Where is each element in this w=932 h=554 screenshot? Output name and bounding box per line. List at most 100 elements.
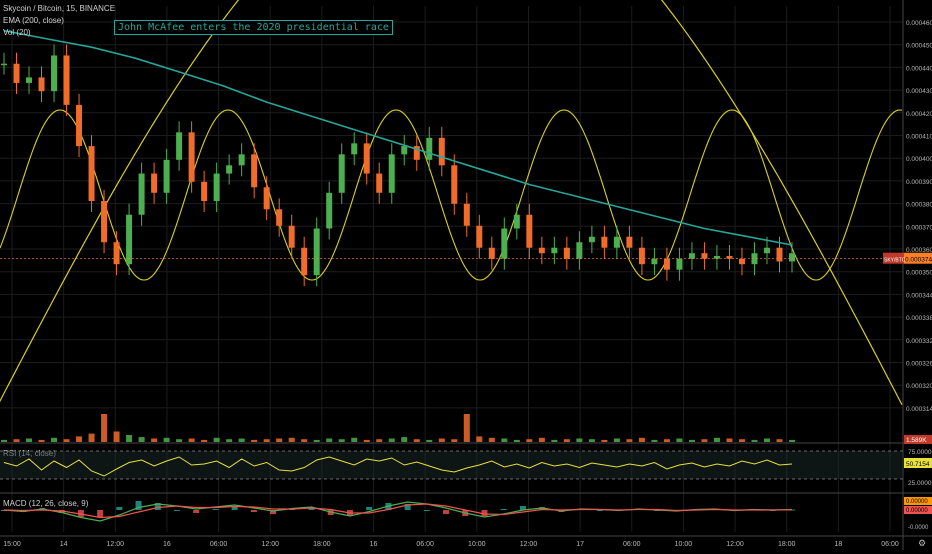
candle-body[interactable]: [238, 154, 245, 166]
candle-body[interactable]: [413, 146, 420, 160]
candle-body[interactable]: [38, 77, 45, 92]
candle-body[interactable]: [1, 63, 7, 66]
time-tick-label: 12:00: [107, 541, 125, 548]
candle-body[interactable]: [526, 214, 533, 248]
candle-body[interactable]: [13, 63, 20, 83]
candle-body[interactable]: [463, 203, 470, 226]
candle-body[interactable]: [789, 253, 795, 262]
candle-body[interactable]: [763, 247, 770, 254]
candle-body[interactable]: [288, 225, 295, 248]
candle-body[interactable]: [713, 255, 720, 259]
candle-body[interactable]: [426, 137, 433, 160]
candle-body[interactable]: [126, 214, 133, 265]
candle-body[interactable]: [313, 228, 320, 276]
candle-body[interactable]: [151, 173, 158, 193]
candle-body[interactable]: [276, 209, 283, 226]
candle-body[interactable]: [513, 214, 520, 229]
volume-bar: [613, 438, 620, 442]
candle-body[interactable]: [63, 55, 70, 105]
macd-histogram-bar: [231, 507, 238, 510]
candle-body[interactable]: [263, 187, 270, 210]
candle-body[interactable]: [688, 253, 695, 259]
candle-body[interactable]: [601, 236, 608, 248]
macd-value2-tag: [904, 506, 932, 514]
volume-bar: [751, 439, 758, 442]
candle-body[interactable]: [438, 137, 445, 166]
candle-body[interactable]: [188, 132, 195, 182]
candle-body[interactable]: [201, 181, 208, 202]
time-tick-label: 17: [576, 541, 584, 548]
volume-bar: [551, 439, 558, 442]
macd-value1-tag: [904, 497, 932, 505]
candle-body[interactable]: [701, 253, 708, 259]
volume-bar: [588, 439, 595, 442]
macd-histogram-bar: [173, 510, 180, 511]
candle-body[interactable]: [76, 104, 83, 147]
volume-bar: [213, 437, 220, 442]
candle-body[interactable]: [588, 236, 595, 243]
candle-body[interactable]: [251, 154, 258, 188]
candle-body[interactable]: [51, 55, 58, 92]
ema-200-line[interactable]: [3, 29, 793, 246]
candle-body[interactable]: [26, 77, 33, 83]
candle-body[interactable]: [351, 143, 358, 155]
candle-body[interactable]: [401, 146, 408, 155]
candle-body[interactable]: [663, 258, 670, 270]
candle-body[interactable]: [751, 253, 758, 265]
volume-value-tag: [904, 435, 932, 444]
candle-body[interactable]: [738, 258, 745, 265]
candle-body[interactable]: [376, 173, 383, 193]
candle-body[interactable]: [563, 247, 570, 259]
price-tick-label: 0.000370: [906, 224, 932, 231]
macd-label: MACD (12, 26, close, 9): [3, 499, 89, 508]
candle-body[interactable]: [576, 242, 583, 259]
candle-body[interactable]: [338, 154, 345, 193]
macd-signal-line[interactable]: [3, 503, 793, 519]
macd-histogram-bar: [481, 510, 488, 516]
annotation-note[interactable]: John McAfee enters the 2020 presidential…: [114, 20, 393, 35]
candle-body[interactable]: [138, 173, 145, 215]
volume-bar: [13, 439, 20, 442]
macd-histogram-bar: [423, 510, 430, 511]
rsi-line[interactable]: [3, 456, 793, 477]
price-tick-label: 0.000460: [906, 20, 932, 27]
volume-bar: [63, 439, 70, 442]
ema-indicator-label[interactable]: EMA (200, close): [3, 16, 64, 25]
volume-bar: [576, 438, 583, 442]
gear-icon: ⚙: [918, 538, 926, 548]
candle-body[interactable]: [613, 236, 620, 248]
candle-body[interactable]: [388, 154, 395, 193]
candle-body[interactable]: [638, 247, 645, 265]
candle-body[interactable]: [501, 228, 508, 259]
candle-body[interactable]: [651, 258, 658, 265]
macd-value-2: 0.00000: [906, 508, 928, 514]
candle-body[interactable]: [163, 159, 170, 193]
candle-body[interactable]: [326, 192, 333, 229]
candle-body[interactable]: [451, 165, 458, 204]
candle-body[interactable]: [776, 247, 783, 262]
candle-body[interactable]: [538, 247, 545, 254]
candle-body[interactable]: [226, 165, 233, 174]
candle-body[interactable]: [301, 247, 308, 276]
candle-body[interactable]: [551, 247, 558, 254]
candle-body[interactable]: [726, 255, 733, 259]
time-tick-label: 10:00: [468, 541, 486, 548]
price-tick-label: 0.000338: [906, 315, 932, 322]
candle-body[interactable]: [88, 146, 95, 202]
cycle-wave-small[interactable]: [0, 109, 903, 281]
candle-body[interactable]: [626, 236, 633, 248]
volume-indicator-label[interactable]: Vol (20): [3, 28, 31, 37]
candle-body[interactable]: [363, 143, 370, 174]
candle-body[interactable]: [476, 225, 483, 248]
candle-body[interactable]: [101, 201, 108, 243]
volume-bar: [276, 438, 283, 442]
candle-body[interactable]: [488, 247, 495, 259]
time-tick-label: 10:00: [675, 541, 693, 548]
candle-body[interactable]: [113, 242, 120, 265]
macd-histogram-bar: [135, 501, 142, 510]
candle-body[interactable]: [676, 258, 683, 270]
candle-body[interactable]: [176, 132, 183, 160]
candle-body[interactable]: [213, 173, 220, 202]
